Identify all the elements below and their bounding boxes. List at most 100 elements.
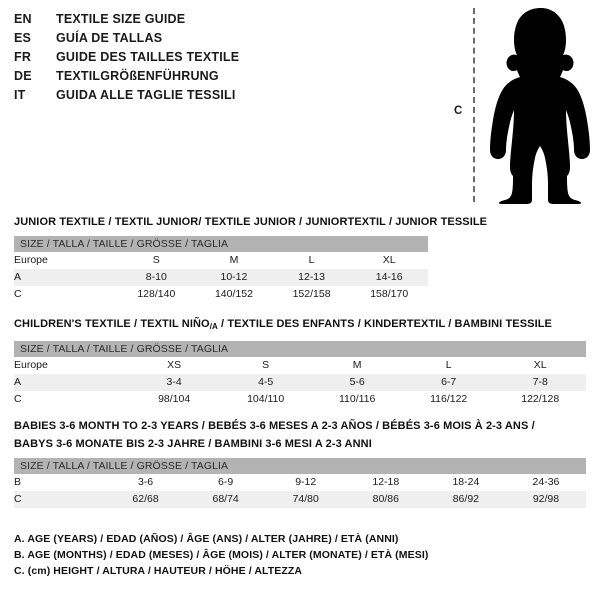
table-cell: 10-12 xyxy=(195,269,273,286)
table-cell: 12-18 xyxy=(345,474,426,491)
legend-line: A. AGE (YEARS) / EDAD (AÑOS) / ÂGE (ANS)… xyxy=(14,533,399,545)
table-cell: 152/158 xyxy=(272,286,351,303)
legend-line: C. (cm) HEIGHT / ALTURA / HAUTEUR / HÖHE… xyxy=(14,565,303,577)
table-cell: 9-12 xyxy=(265,474,346,491)
language-row: IT GUIDA ALLE TAGLIE TESSILI xyxy=(14,88,344,107)
legend-block: A. AGE (YEARS) / EDAD (AÑOS) / ÂGE (ANS)… xyxy=(14,531,574,579)
language-title-block: EN TEXTILE SIZE GUIDE ES GUÍA DE TALLAS FR GU… xyxy=(14,12,344,107)
size-band-row: SIZE / TALLA / TAILLE / GRÖSSE / TAGLIA xyxy=(14,458,586,474)
language-code: ES xyxy=(14,31,32,45)
junior-table-body: SIZE / TALLA / TAILLE / GRÖSSE / TAGLIA E… xyxy=(14,236,428,303)
table-cell: M xyxy=(195,252,273,269)
row-label: A xyxy=(14,374,129,391)
table-cell: S xyxy=(219,357,312,374)
size-band-label: SIZE / TALLA / TAILLE / GRÖSSE / TAGLIA xyxy=(14,341,586,357)
babies-table-body: SIZE / TALLA / TAILLE / GRÖSSE / TAGLIA B… xyxy=(14,458,586,508)
language-row: ES GUÍA DE TALLAS xyxy=(14,31,344,50)
table-cell: 104/110 xyxy=(219,391,312,408)
table-cell: 62/68 xyxy=(105,491,186,508)
section-title-children-suffix: / TEXTILE DES ENFANTS / KINDERTEXTIL / B… xyxy=(217,318,552,330)
section-title-children-prefix: CHILDREN'S TEXTILE / TEXTIL NIÑO xyxy=(14,318,210,330)
size-band-row: SIZE / TALLA / TAILLE / GRÖSSE / TAGLIA xyxy=(14,341,586,357)
size-figure: C xyxy=(440,0,600,210)
junior-size-table: SIZE / TALLA / TAILLE / GRÖSSE / TAGLIA E… xyxy=(14,236,428,303)
language-code: FR xyxy=(14,50,32,64)
table-row: A 3-4 4-5 5-6 6-7 7-8 xyxy=(14,374,586,391)
section-junior-textile: JUNIOR TEXTILE / TEXTIL JUNIOR/ TEXTILE … xyxy=(14,214,488,303)
table-cell: XL xyxy=(494,357,586,374)
language-code: IT xyxy=(14,88,26,102)
language-code: DE xyxy=(14,69,32,83)
table-cell: 8-10 xyxy=(117,269,196,286)
language-row: FR GUIDE DES TAILLES TEXTILE xyxy=(14,50,344,69)
row-label: B xyxy=(14,474,106,491)
table-cell: 12-13 xyxy=(272,269,351,286)
row-label: C xyxy=(14,491,106,508)
table-row: C 128/140 140/152 152/158 158/170 xyxy=(14,286,428,303)
table-cell: 7-8 xyxy=(494,374,586,391)
section-title-babies-line2: BABYS 3-6 MONATE BIS 2-3 JAHRE / BAMBINI… xyxy=(14,438,372,450)
toddler-silhouette-icon xyxy=(490,8,590,204)
size-band-row: SIZE / TALLA / TAILLE / GRÖSSE / TAGLIA xyxy=(14,236,428,252)
row-label: C xyxy=(14,286,118,303)
table-cell: 5-6 xyxy=(311,374,403,391)
table-cell: 6-9 xyxy=(185,474,266,491)
table-cell: S xyxy=(117,252,196,269)
table-cell: 110/116 xyxy=(311,391,403,408)
section-title-children-subscript: /A xyxy=(209,322,218,331)
table-cell: 92/98 xyxy=(505,491,586,508)
table-cell: M xyxy=(311,357,403,374)
section-title-babies-line1: BABIES 3-6 MONTH TO 2-3 YEARS / BEBÉS 3-… xyxy=(14,420,535,432)
table-cell: 128/140 xyxy=(117,286,196,303)
language-guide-title: TEXTILGRÖßENFÜHRUNG xyxy=(56,69,219,83)
table-cell: 18-24 xyxy=(425,474,506,491)
table-cell: 98/104 xyxy=(128,391,220,408)
table-cell: 116/122 xyxy=(402,391,495,408)
table-cell: 158/170 xyxy=(350,286,428,303)
table-cell: L xyxy=(402,357,495,374)
table-row: Europe S M L XL xyxy=(14,252,428,269)
table-cell: 4-5 xyxy=(219,374,312,391)
table-cell: 68/74 xyxy=(185,491,266,508)
language-guide-title: TEXTILE SIZE GUIDE xyxy=(56,12,186,26)
row-label: C xyxy=(14,391,129,408)
table-cell: 86/92 xyxy=(425,491,506,508)
legend-line: B. AGE (MONTHS) / EDAD (MESES) / ÂGE (MO… xyxy=(14,549,429,561)
table-row: Europe XS S M L XL xyxy=(14,357,586,374)
language-code: EN xyxy=(14,12,32,26)
table-cell: 140/152 xyxy=(195,286,273,303)
table-cell: 122/128 xyxy=(494,391,586,408)
table-cell: 74/80 xyxy=(265,491,346,508)
height-measure-label: C xyxy=(454,105,463,117)
children-size-table: SIZE / TALLA / TAILLE / GRÖSSE / TAGLIA E… xyxy=(14,341,586,408)
table-cell: 6-7 xyxy=(402,374,495,391)
language-guide-title: GUIDE DES TAILLES TEXTILE xyxy=(56,50,240,64)
row-label: Europe xyxy=(14,357,129,374)
table-row: B 3-6 6-9 9-12 12-18 18-24 24-36 xyxy=(14,474,586,491)
height-measure-dashed-line xyxy=(473,8,475,202)
children-table-body: SIZE / TALLA / TAILLE / GRÖSSE / TAGLIA E… xyxy=(14,341,586,408)
table-row: C 98/104 104/110 110/116 116/122 122/128 xyxy=(14,391,586,408)
language-guide-title: GUIDA ALLE TAGLIE TESSILI xyxy=(56,88,236,102)
language-guide-title: GUÍA DE TALLAS xyxy=(56,31,163,45)
table-cell: L xyxy=(272,252,351,269)
table-cell: 3-4 xyxy=(128,374,220,391)
table-cell: 14-16 xyxy=(350,269,428,286)
section-title-junior: JUNIOR TEXTILE / TEXTIL JUNIOR/ TEXTILE … xyxy=(14,216,488,228)
section-babies-textile: BABIES 3-6 MONTH TO 2-3 YEARS / BEBÉS 3-… xyxy=(14,418,586,508)
table-cell: XL xyxy=(350,252,428,269)
table-cell: 24-36 xyxy=(505,474,586,491)
table-row: C 62/68 68/74 74/80 80/86 86/92 92/98 xyxy=(14,491,586,508)
table-cell: XS xyxy=(128,357,220,374)
row-label: A xyxy=(14,269,118,286)
section-title-children: CHILDREN'S TEXTILE / TEXTIL NIÑO/A / TEX… xyxy=(14,316,586,335)
language-row: DE TEXTILGRÖßENFÜHRUNG xyxy=(14,69,344,88)
size-band-label: SIZE / TALLA / TAILLE / GRÖSSE / TAGLIA xyxy=(14,236,428,252)
babies-size-table: SIZE / TALLA / TAILLE / GRÖSSE / TAGLIA B… xyxy=(14,458,586,508)
table-row: A 8-10 10-12 12-13 14-16 xyxy=(14,269,428,286)
table-cell: 3-6 xyxy=(105,474,186,491)
size-band-label: SIZE / TALLA / TAILLE / GRÖSSE / TAGLIA xyxy=(14,458,586,474)
row-label: Europe xyxy=(14,252,118,269)
section-childrens-textile: CHILDREN'S TEXTILE / TEXTIL NIÑO/A / TEX… xyxy=(14,316,586,408)
table-cell: 80/86 xyxy=(345,491,426,508)
